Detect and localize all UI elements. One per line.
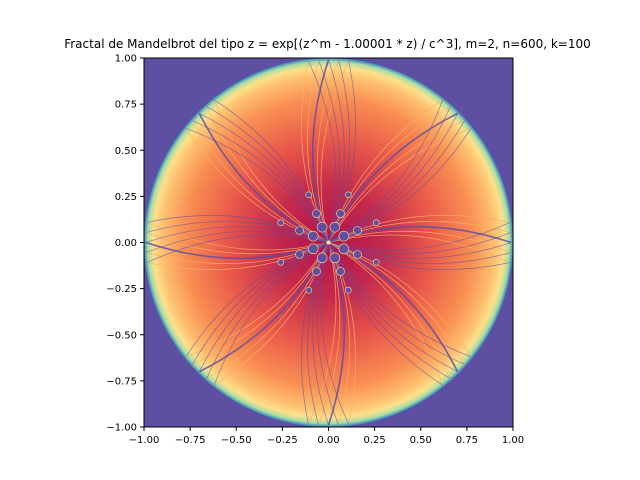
y-tick-label: −1.00	[106, 423, 137, 434]
fractal-ray	[308, 60, 337, 243]
fractal-ray	[327, 112, 459, 243]
fractal-ray	[146, 222, 329, 251]
fractal-ray	[213, 99, 329, 243]
fractal-ray	[328, 242, 444, 386]
fractal-ray	[316, 242, 339, 426]
fractal-spot	[372, 258, 380, 266]
fractal-spot	[312, 267, 321, 276]
fractal-ray	[328, 242, 465, 365]
fractal-center	[326, 240, 331, 245]
fractal-spot	[305, 191, 313, 199]
fractal-spot	[344, 191, 352, 199]
fractal-ray	[320, 242, 349, 425]
y-tick-label: −0.75	[106, 376, 137, 387]
fractal-ray	[146, 234, 329, 263]
x-tick-label: 0.50	[410, 435, 432, 446]
fractal-ray	[328, 242, 458, 372]
fractal-spot	[338, 230, 350, 242]
chart-title: Fractal de Mandelbrot del tipo z = exp[(…	[64, 37, 591, 51]
fractal-spot	[329, 252, 341, 264]
fractal-ray	[328, 242, 512, 259]
y-tick-label: 0.75	[115, 100, 137, 111]
x-axis: −1.00 −0.75 −0.50 −0.25 0.00 0.25 0.50 0.75 1.00	[129, 427, 524, 446]
fractal-spot	[336, 267, 345, 276]
x-tick-label: 0.25	[363, 435, 385, 446]
fractal-ray	[198, 112, 329, 244]
fractal-ray	[206, 106, 329, 243]
fractal-spot	[277, 219, 285, 227]
fractal-ray	[192, 242, 329, 365]
fractal-ray	[316, 59, 339, 243]
fractal-ray	[327, 242, 346, 426]
x-tick-label: −0.75	[175, 435, 206, 446]
fractal-ray	[145, 241, 329, 260]
fractal-spot	[316, 252, 328, 264]
fractal-ray	[213, 242, 329, 386]
x-tick-label: −0.50	[221, 435, 252, 446]
fractal-ray	[328, 113, 458, 243]
y-tick-label: 1.00	[115, 54, 137, 65]
y-tick-label: 0.50	[115, 146, 137, 157]
fractal-spot	[372, 219, 380, 227]
fractal-ray	[198, 242, 330, 373]
fractal-ray	[328, 59, 345, 243]
fractal-ray	[192, 120, 329, 243]
fractal-ray	[185, 242, 329, 358]
fractal-spots	[277, 191, 380, 294]
fractal-spot	[336, 209, 345, 218]
fractal-ray	[311, 59, 330, 243]
fractal-ray	[328, 242, 451, 379]
fractal-ray	[206, 242, 329, 379]
fractal-ray	[318, 242, 341, 426]
fractal-spot	[295, 226, 304, 235]
fractal-ray	[328, 222, 511, 251]
x-tick-label: 0.75	[456, 435, 478, 446]
fractal-ray	[328, 234, 511, 263]
fractal-spot	[338, 243, 350, 255]
fractal-ray	[320, 60, 349, 243]
fractal-ray	[312, 242, 329, 426]
fractal-ray	[145, 230, 329, 253]
fractal-spot	[353, 250, 362, 259]
fractal-ray	[145, 232, 329, 255]
fractal-ray	[328, 232, 512, 255]
fractal-spot	[295, 250, 304, 259]
fractal-spot	[316, 221, 328, 233]
fractal-ray	[199, 113, 329, 243]
fractal-ray	[318, 59, 341, 243]
fractal-ray	[185, 127, 329, 243]
fractal-ray	[199, 242, 329, 372]
fractal-spot	[277, 258, 285, 266]
fractal-ray	[328, 242, 472, 358]
fractal-spot	[312, 209, 321, 218]
fractal-ray	[328, 99, 444, 243]
fractal-ray	[328, 127, 472, 243]
fractal-spot	[307, 243, 319, 255]
fractal-spot	[353, 226, 362, 235]
fractal-ray	[308, 242, 337, 425]
plot-area	[144, 58, 513, 427]
y-tick-label: 0.00	[115, 238, 137, 249]
x-tick-label: 1.00	[502, 435, 524, 446]
fractal-ray	[328, 241, 459, 373]
y-axis: −1.00 −0.75 −0.50 −0.25 0.00 0.25 0.50 0.75 1.00	[106, 54, 144, 434]
fractal-spot	[344, 286, 352, 294]
y-tick-label: 0.25	[115, 192, 137, 203]
fractal-ray	[328, 230, 512, 253]
y-tick-label: −0.25	[106, 284, 137, 295]
fractal-spot	[307, 230, 319, 242]
fractal-spot	[329, 221, 341, 233]
x-tick-label: −1.00	[129, 435, 160, 446]
y-tick-label: −0.50	[106, 330, 137, 341]
fractal-ray	[328, 120, 465, 243]
x-tick-label: −0.25	[267, 435, 298, 446]
x-tick-label: 0.00	[317, 435, 339, 446]
fractal-ray	[145, 226, 329, 243]
fractal-ray	[328, 225, 512, 244]
fractal-ray	[328, 106, 451, 243]
fractal-spot	[305, 286, 313, 294]
